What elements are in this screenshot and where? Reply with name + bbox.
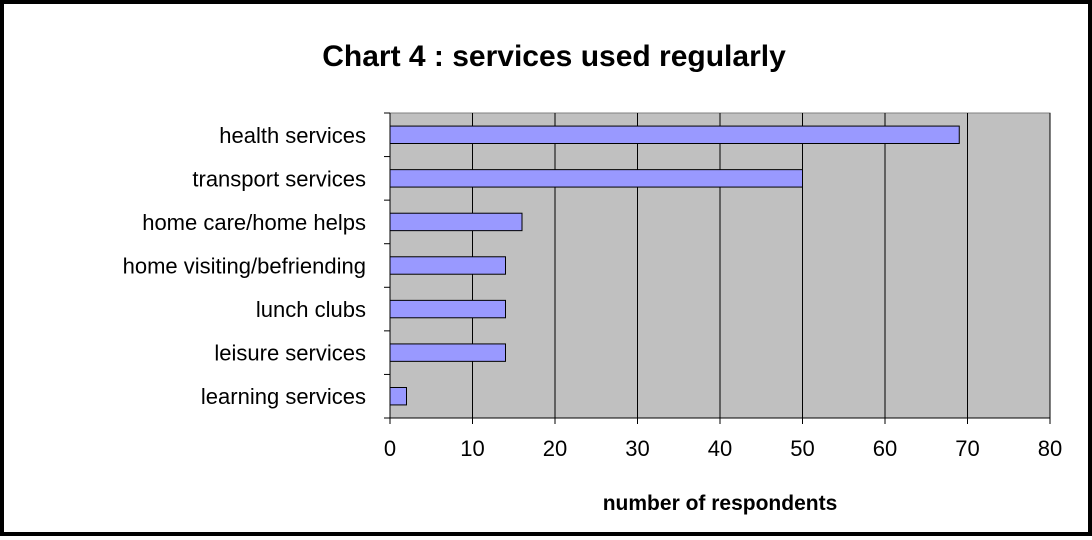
category-label: learning services <box>201 384 366 409</box>
x-tick-label: 0 <box>384 436 396 461</box>
bar <box>390 300 506 317</box>
x-tick-label: 80 <box>1038 436 1062 461</box>
category-label: lunch clubs <box>256 297 366 322</box>
x-tick-label: 40 <box>708 436 732 461</box>
bar-chart: Chart 4 : services used regularly 0 10 20 3… <box>4 4 1092 540</box>
bar <box>390 344 506 361</box>
x-axis-title: number of respondents <box>603 492 838 515</box>
category-label: home visiting/befriending <box>123 254 366 279</box>
x-tick-label: 60 <box>873 436 897 461</box>
bar <box>390 170 803 187</box>
x-tick-label: 10 <box>460 436 484 461</box>
x-tick-label: 30 <box>625 436 649 461</box>
category-label: home care/home helps <box>142 210 366 235</box>
category-label: health services <box>219 123 366 148</box>
x-tick-label: 50 <box>790 436 814 461</box>
bar <box>390 388 407 405</box>
bar <box>390 257 506 274</box>
x-tick-label: 70 <box>955 436 979 461</box>
x-tick-label: 20 <box>543 436 567 461</box>
category-label: leisure services <box>214 341 366 366</box>
category-label: transport services <box>192 166 366 191</box>
chart-title: Chart 4 : services used regularly <box>322 40 786 73</box>
bar <box>390 213 522 230</box>
bar <box>390 126 959 143</box>
